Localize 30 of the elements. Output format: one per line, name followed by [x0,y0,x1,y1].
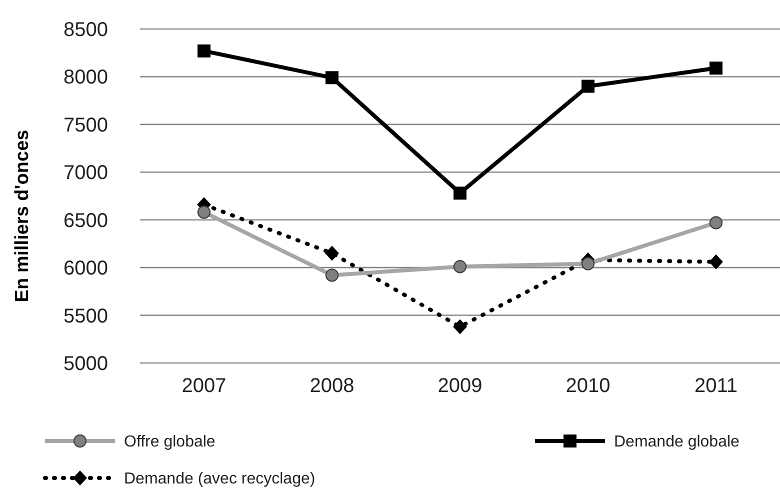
point [582,80,594,93]
point [581,257,595,270]
point [325,268,339,282]
y-tick-label: 7000 [64,162,108,184]
x-tick-label: 2009 [438,375,482,397]
y-tick-label: 6000 [64,258,108,280]
y-tick-label: 8000 [64,66,108,89]
legend-label: Demande globale [614,434,740,451]
legend-label: Demande (avec recyclage) [124,470,316,488]
point [709,254,723,270]
point [326,71,338,84]
x-tick-label: 2011 [694,375,738,397]
point [453,260,467,274]
x-tick-label: 2007 [182,375,226,397]
legend-label: Offre globale [124,434,216,451]
point [709,216,723,230]
y-axis-title: En milliers d'onces [12,130,33,302]
point [710,62,722,75]
point [198,44,210,58]
point [197,206,211,219]
x-tick-label: 2010 [566,375,610,397]
y-tick-label: 5500 [64,305,108,328]
point [325,246,339,261]
y-tick-label: 6500 [64,210,108,232]
y-tick-label: 5000 [64,353,108,375]
point [454,186,466,200]
y-tick-label: 8500 [64,19,108,41]
x-tick-label: 2008 [310,375,354,397]
y-tick-label: 7500 [64,114,108,136]
point [453,319,467,334]
